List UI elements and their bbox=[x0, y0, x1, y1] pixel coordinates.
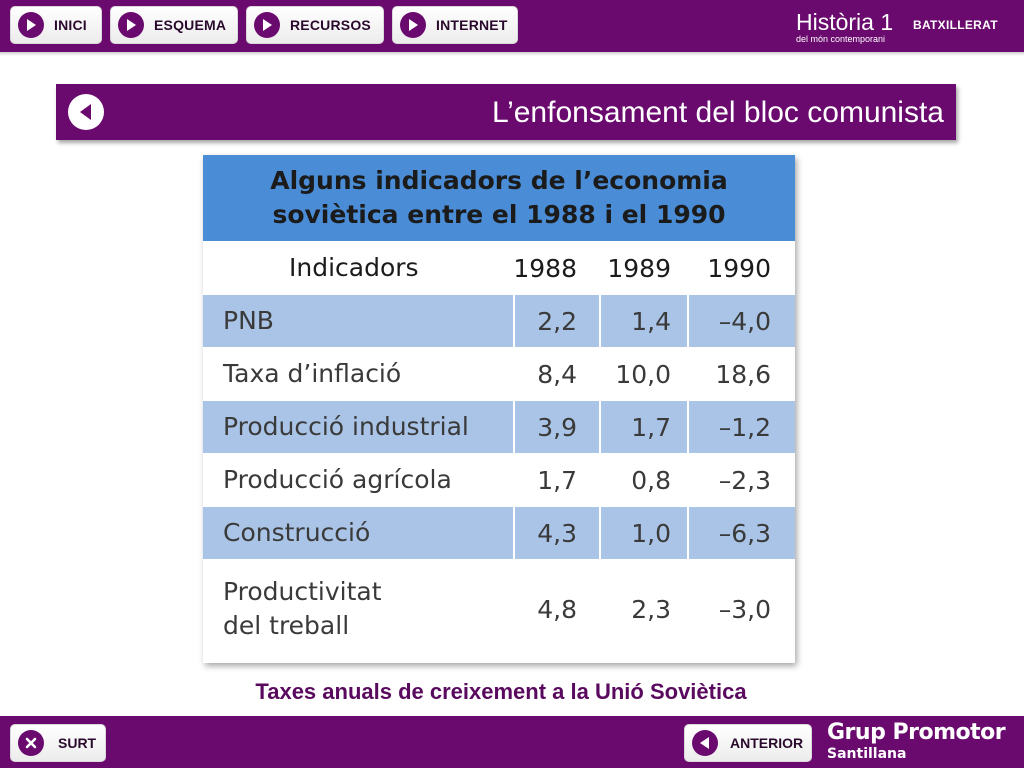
column-header-1988: 1988 bbox=[513, 253, 577, 283]
recursos-label: RECURSOS bbox=[290, 17, 371, 33]
brand-subtitle: del món contemporani bbox=[796, 34, 886, 44]
column-header-indicadors: Indicadors bbox=[289, 253, 419, 282]
back-arrow-icon bbox=[692, 730, 718, 756]
value-1989: 1,0 bbox=[631, 518, 671, 548]
row-label-line1: Productivitat bbox=[223, 577, 382, 606]
indicators-table: Alguns indicadors de l’economia soviètic… bbox=[203, 155, 795, 663]
brand-level: BATXILLERAT bbox=[913, 18, 998, 32]
table-row: Taxa d’inflació 8,4 10,0 18,6 bbox=[203, 347, 795, 401]
value-1988: 1,7 bbox=[537, 465, 577, 495]
surt-button[interactable]: SURT bbox=[10, 724, 106, 762]
row-label: PNB bbox=[223, 306, 274, 335]
inici-label: INICI bbox=[54, 17, 87, 33]
esquema-label: ESQUEMA bbox=[154, 17, 227, 33]
value-1990: 18,6 bbox=[715, 359, 771, 389]
play-icon bbox=[118, 12, 144, 38]
brand-title: Història 1 bbox=[796, 9, 894, 35]
row-label: Construcció bbox=[223, 518, 371, 547]
row-label: Taxa d’inflació bbox=[223, 359, 402, 388]
esquema-button[interactable]: ESQUEMA bbox=[110, 6, 238, 44]
anterior-button[interactable]: ANTERIOR bbox=[684, 724, 812, 762]
table-heading-line2: soviètica entre el 1988 i el 1990 bbox=[272, 200, 726, 229]
value-1990: –2,3 bbox=[718, 465, 771, 495]
value-1988: 4,3 bbox=[537, 518, 577, 548]
value-1990: –1,2 bbox=[718, 412, 771, 442]
value-1988: 2,2 bbox=[537, 306, 577, 336]
value-1988: 3,9 bbox=[537, 412, 577, 442]
play-icon bbox=[400, 12, 426, 38]
internet-button[interactable]: INTERNET bbox=[392, 6, 518, 44]
table-heading-line1: Alguns indicadors de l’economia bbox=[270, 166, 728, 195]
figure-caption: Taxes anuals de creixement a la Unió Sov… bbox=[255, 679, 747, 704]
column-header-1989: 1989 bbox=[607, 253, 671, 283]
table-row: Producció industrial 3,9 1,7 –1,2 bbox=[203, 401, 795, 453]
table-row: Productivitat del treball 4,8 2,3 –3,0 bbox=[203, 559, 795, 659]
play-icon bbox=[254, 12, 280, 38]
table-row: Producció agrícola 1,7 0,8 –2,3 bbox=[203, 453, 795, 507]
row-label: Producció agrícola bbox=[223, 465, 452, 494]
close-icon bbox=[18, 730, 44, 756]
table-row: Construcció 4,3 1,0 –6,3 bbox=[203, 507, 795, 559]
value-1989: 10,0 bbox=[615, 359, 671, 389]
row-label: Productivitat del treball bbox=[223, 559, 513, 659]
bottom-bar: SURT ANTERIOR bbox=[0, 716, 1024, 768]
table-row: PNB 2,2 1,4 –4,0 bbox=[203, 295, 795, 347]
table-header-row: Indicadors 1988 1989 1990 bbox=[203, 241, 795, 295]
value-1989: 0,8 bbox=[631, 465, 671, 495]
topbar-shadow bbox=[0, 52, 1024, 56]
anterior-label: ANTERIOR bbox=[730, 735, 804, 751]
page-title: L’enfonsament del bloc comunista bbox=[492, 96, 944, 129]
table-heading: Alguns indicadors de l’economia soviètic… bbox=[203, 155, 795, 241]
value-1988: 8,4 bbox=[537, 359, 577, 389]
publisher-name: Grup Promotor bbox=[827, 720, 1006, 745]
inici-button[interactable]: INICI bbox=[10, 6, 102, 44]
value-1988: 4,8 bbox=[537, 594, 577, 624]
value-1990: –6,3 bbox=[718, 518, 771, 548]
value-1990: –4,0 bbox=[718, 306, 771, 336]
value-1989: 1,4 bbox=[631, 306, 671, 336]
back-button[interactable] bbox=[68, 94, 104, 130]
back-arrow-icon bbox=[80, 104, 91, 120]
row-label: Producció industrial bbox=[223, 412, 469, 441]
value-1990: –3,0 bbox=[718, 594, 771, 624]
top-navigation-bar: INICI ESQUEMA RECURSOS INTERNET Història… bbox=[0, 0, 1024, 52]
title-bar: L’enfonsament del bloc comunista bbox=[56, 84, 956, 140]
value-1989: 2,3 bbox=[631, 594, 671, 624]
publisher-subname: Santillana bbox=[827, 746, 907, 762]
surt-label: SURT bbox=[58, 735, 97, 751]
play-icon bbox=[18, 12, 44, 38]
recursos-button[interactable]: RECURSOS bbox=[246, 6, 384, 44]
value-1989: 1,7 bbox=[631, 412, 671, 442]
row-label-line2: del treball bbox=[223, 611, 350, 640]
column-header-1990: 1990 bbox=[707, 253, 771, 283]
internet-label: INTERNET bbox=[436, 17, 508, 33]
